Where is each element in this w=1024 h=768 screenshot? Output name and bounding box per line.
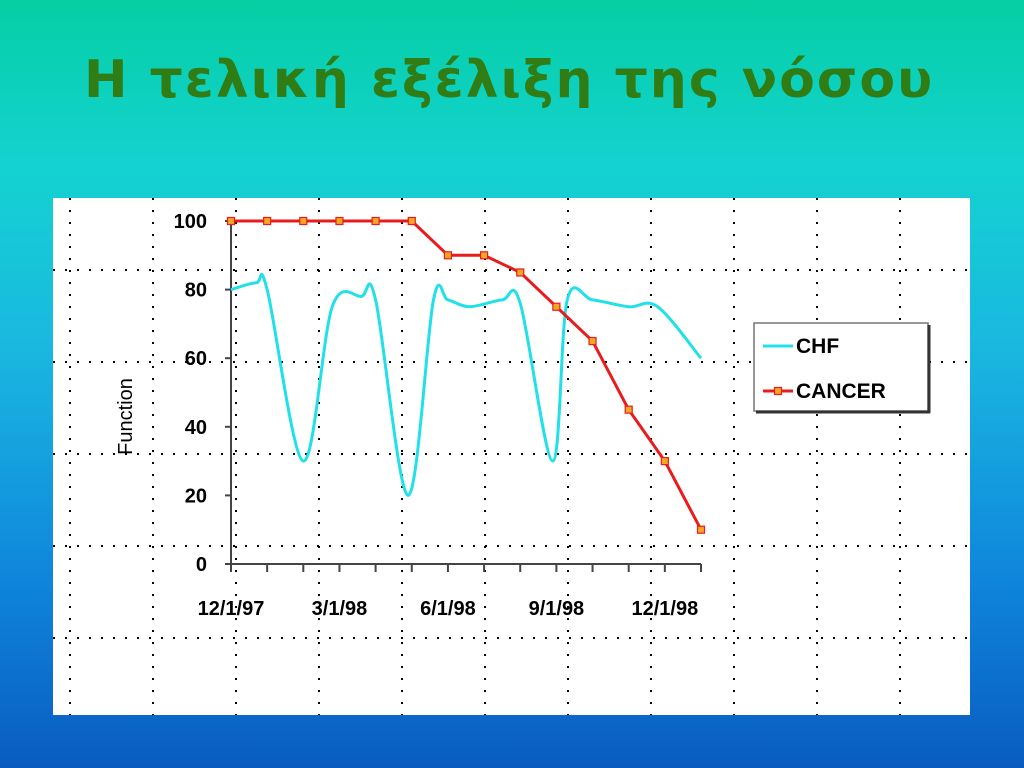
data-point-cancer xyxy=(516,268,525,277)
chart-panel: 0 20 40 60 80 100 12/1/97 3/1/98 6/1/98 9/1/98 12/… xyxy=(53,198,970,715)
data-point-cancer xyxy=(624,405,633,414)
x-tick-label: 12/1/98 xyxy=(631,598,698,620)
x-tick-label: 3/1/98 xyxy=(312,598,368,620)
legend: CHF CANCER xyxy=(753,322,931,414)
series-line-cancer xyxy=(231,219,703,531)
data-point-cancer xyxy=(371,216,380,226)
data-point-cancer xyxy=(443,251,453,260)
y-tick-label: 100 xyxy=(174,211,207,233)
slide-title: Η τελική εξέλιξη της νόσου xyxy=(84,50,935,110)
function-line-chart: 0 20 40 60 80 100 12/1/97 3/1/98 6/1/98 9/1/98 12/… xyxy=(53,198,970,715)
y-axis-label: Function xyxy=(115,378,137,455)
data-point-cancer xyxy=(479,251,489,260)
series-line-chf xyxy=(230,272,703,497)
y-tick-label: 0 xyxy=(196,554,207,576)
data-point-cancer xyxy=(226,216,236,226)
legend-label-cancer: CANCER xyxy=(796,380,886,403)
y-tick-label: 20 xyxy=(185,485,207,507)
data-point-cancer xyxy=(335,216,344,226)
data-point-cancer xyxy=(552,302,561,311)
y-tick-label: 60 xyxy=(185,348,207,370)
data-point-cancer xyxy=(407,216,416,226)
data-point-cancer xyxy=(263,216,272,226)
x-tick-label: 6/1/98 xyxy=(420,598,476,620)
series-lines xyxy=(226,216,706,534)
legend-label-chf: CHF xyxy=(796,335,839,358)
grid xyxy=(53,198,970,715)
axes: 0 20 40 60 80 100 12/1/97 3/1/98 6/1/98 9/1/98 12/… xyxy=(174,211,702,620)
x-tick-label: 12/1/97 xyxy=(198,598,265,620)
data-point-cancer xyxy=(660,457,669,466)
data-point-cancer xyxy=(696,525,706,534)
y-tick-label: 80 xyxy=(185,280,207,302)
y-tick-label: 40 xyxy=(185,417,207,439)
x-tick-label: 9/1/98 xyxy=(529,598,585,620)
data-point-cancer xyxy=(588,336,597,346)
legend-marker-cancer xyxy=(773,386,783,396)
data-point-cancer xyxy=(299,216,308,226)
